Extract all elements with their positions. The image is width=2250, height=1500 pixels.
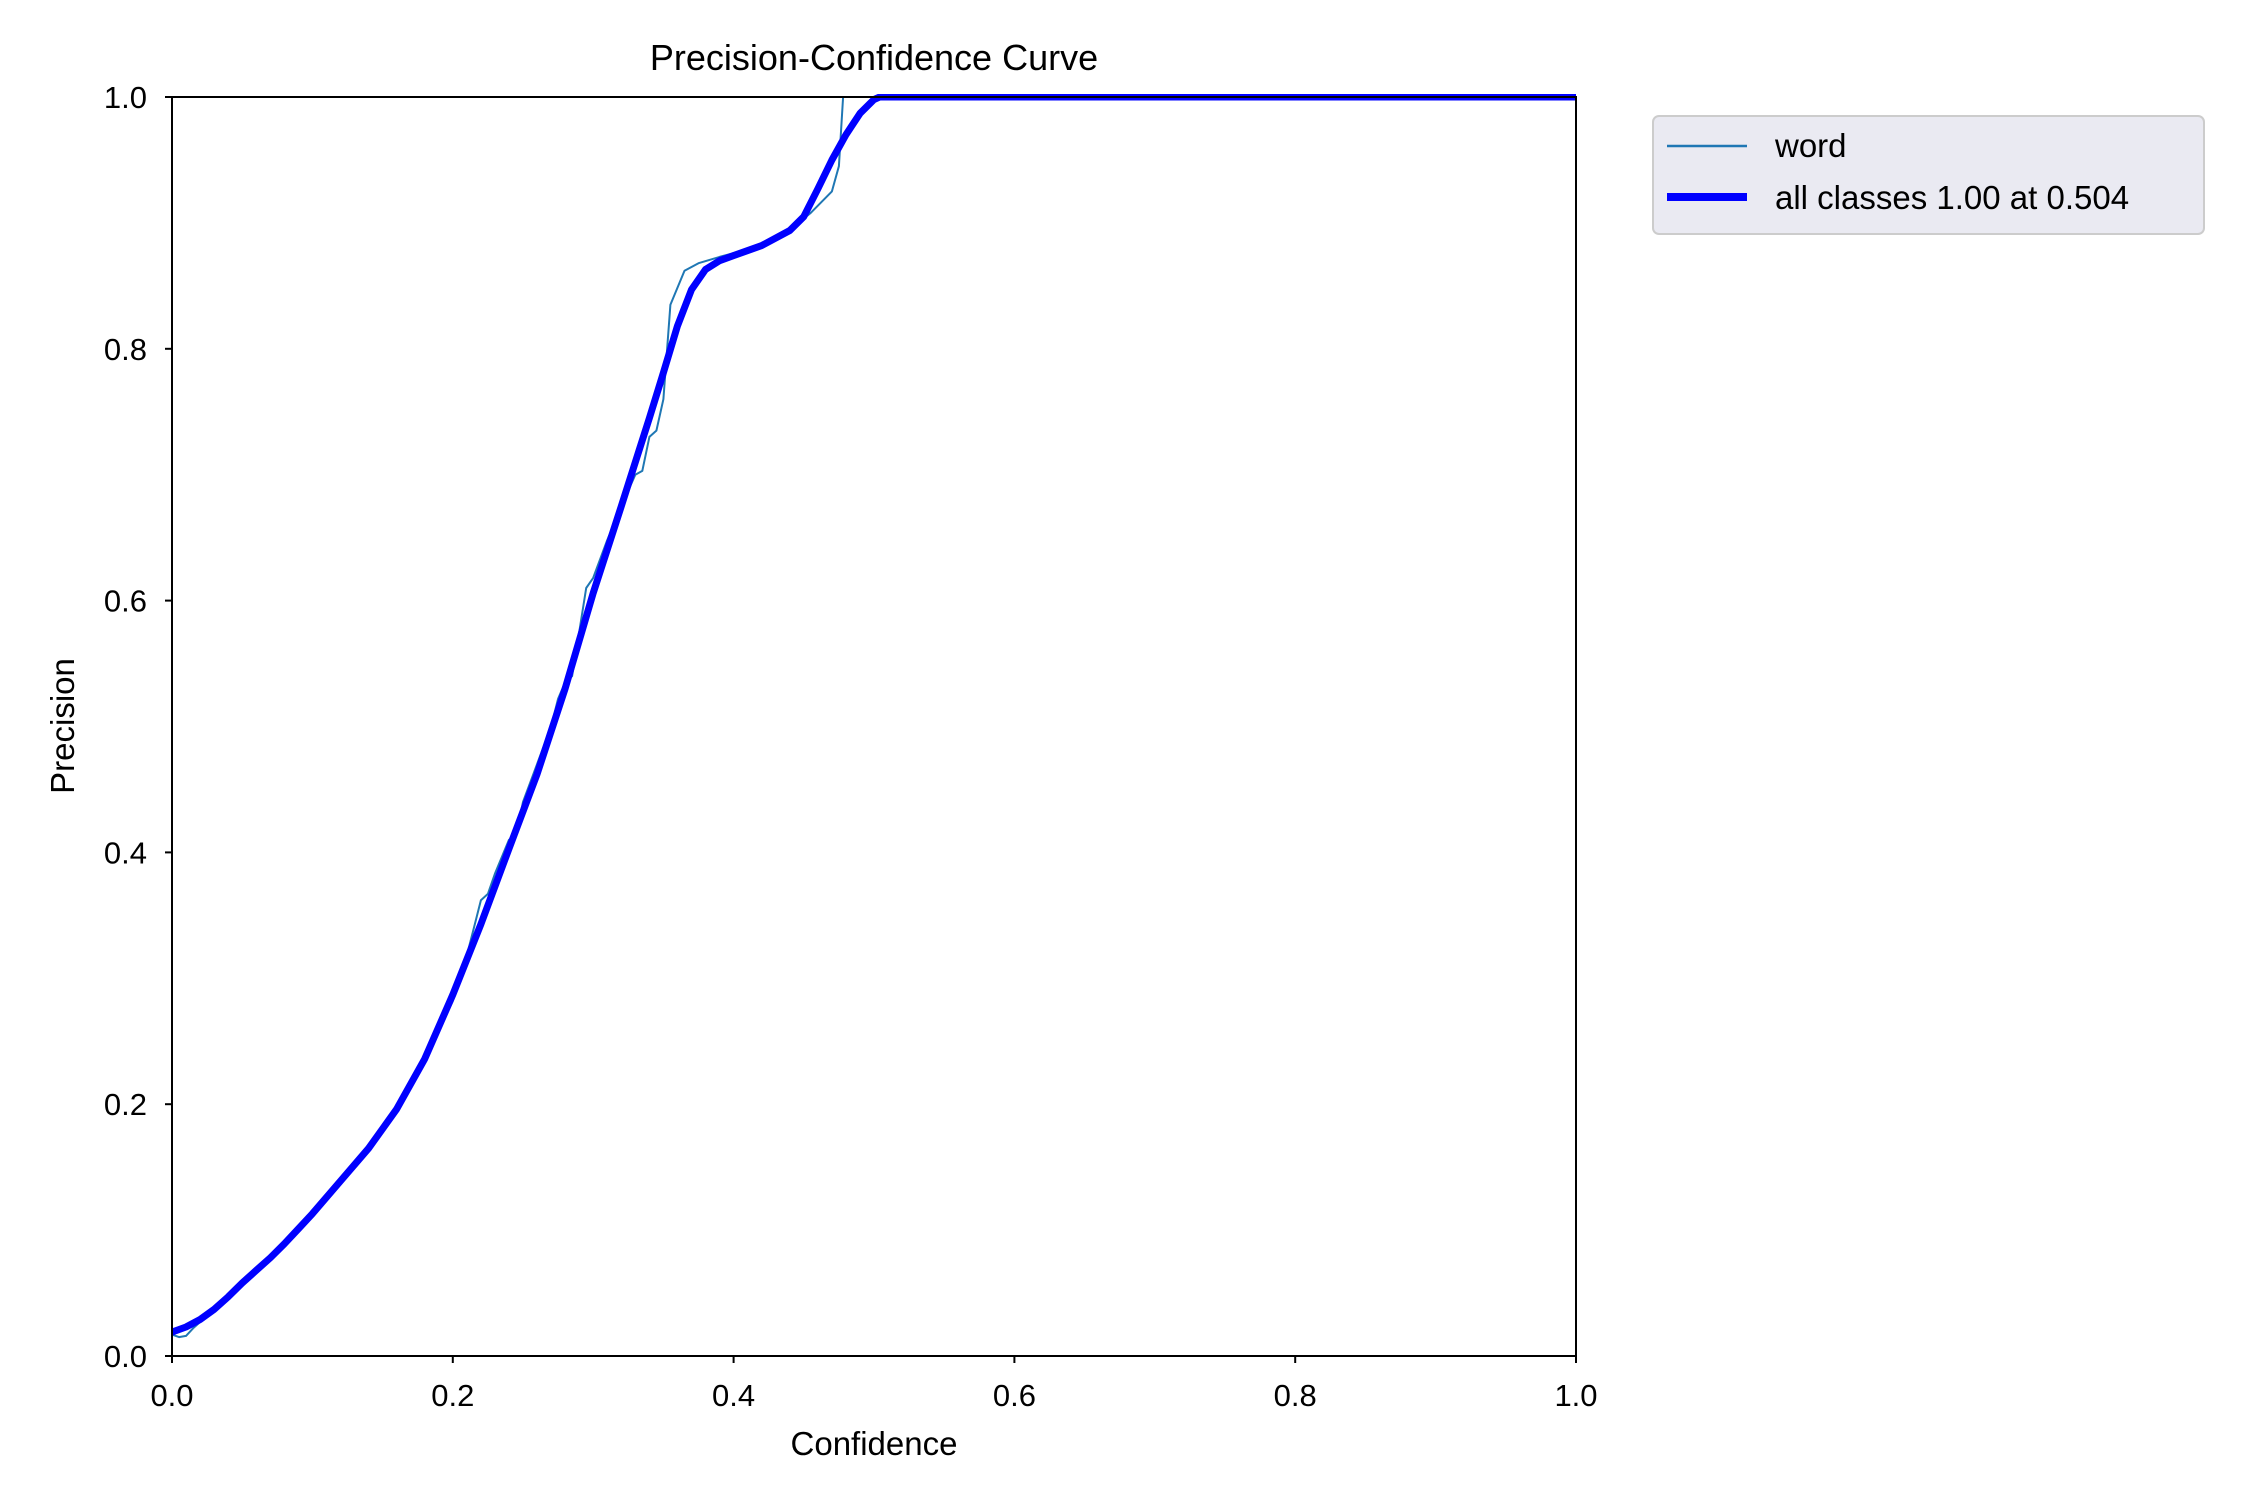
y-tick-label: 0.8: [104, 332, 147, 367]
x-tick-label: 0.2: [431, 1378, 474, 1413]
x-tick-label: 1.0: [1554, 1378, 1597, 1413]
y-tick-label: 0.2: [104, 1087, 147, 1122]
x-tick-label: 0.4: [712, 1378, 755, 1413]
y-axis: 0.0 0.2 0.4 0.6 0.8 1.0: [104, 80, 172, 1374]
series-layer: [172, 94, 1576, 1339]
x-axis: 0.0 0.2 0.4 0.6 0.8 1.0: [150, 1356, 1598, 1413]
chart-title: Precision-Confidence Curve: [650, 37, 1098, 78]
x-axis-label: Confidence: [791, 1425, 958, 1462]
y-tick-label: 0.6: [104, 584, 147, 619]
x-tick-label: 0.0: [150, 1378, 193, 1413]
y-tick-label: 0.0: [104, 1339, 147, 1374]
y-axis-label: Precision: [44, 658, 81, 794]
legend-label-all-classes: all classes 1.00 at 0.504: [1775, 179, 2129, 216]
x-tick-label: 0.8: [1274, 1378, 1317, 1413]
y-tick-label: 1.0: [104, 80, 147, 115]
x-tick-label: 0.6: [993, 1378, 1036, 1413]
y-tick-label: 0.4: [104, 835, 147, 870]
legend-label-word: word: [1774, 127, 1847, 164]
legend: word all classes 1.00 at 0.504: [1652, 115, 2205, 235]
series-line-all-classes: [172, 94, 1576, 1336]
legend-box: [1652, 115, 2205, 235]
plot-frame: [171, 96, 1577, 1357]
